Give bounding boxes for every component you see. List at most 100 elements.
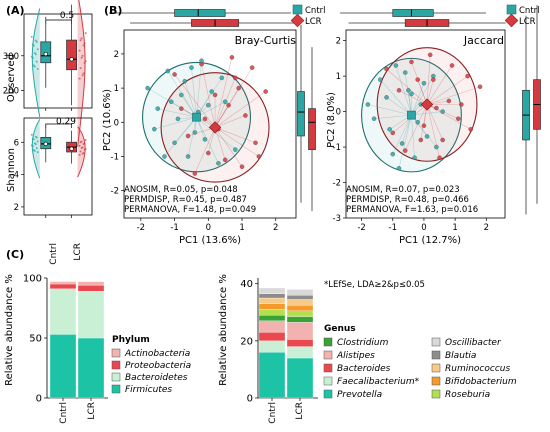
point-cntrl	[202, 137, 208, 142]
spider-line	[194, 127, 216, 174]
x-tick-label: 0	[421, 223, 426, 233]
bray-stat-2: PERMDISP, R=0.45, p=0.487	[124, 195, 247, 205]
point-cntrl	[165, 68, 171, 74]
spider-line	[157, 108, 197, 118]
spider-line	[214, 91, 266, 128]
jitter-point	[79, 150, 82, 153]
jitter-point	[82, 142, 85, 145]
point-lcr	[415, 77, 420, 82]
bar-segment-faecalibacterium	[258, 340, 286, 353]
spider-line	[196, 101, 226, 118]
point-lcr	[233, 75, 238, 81]
point-lcr	[236, 85, 241, 91]
legend-genus-alistipes-swatch	[323, 350, 333, 360]
y-tick-label: 2	[336, 37, 341, 47]
centroid-cntrl	[192, 112, 201, 122]
shannon-pvalue: 0.29	[56, 117, 76, 127]
side-box-cntrl	[297, 91, 305, 137]
bar-segment-oscillibacter	[286, 289, 314, 296]
legend-genus-ruminococcus-label: Ruminococcus	[445, 364, 510, 374]
spider-line	[374, 114, 412, 119]
axes-frame-shannon	[23, 117, 93, 216]
bar-segment-firmicutes	[49, 334, 77, 399]
y-tick-label: 0	[114, 118, 119, 128]
jitter-point	[35, 136, 38, 139]
legend-genus-bifidobacterium-swatch	[431, 376, 441, 386]
bar-segment-ruminococcus	[286, 299, 314, 306]
cat-label-cntrl: Cntrl	[49, 243, 59, 265]
bar-segment-faecalibacterium	[286, 346, 314, 359]
jaccard-stat-1: ANOSIM, R=0.07, p=0.023	[346, 185, 460, 195]
spider-line	[174, 74, 216, 128]
spider-line	[420, 104, 428, 141]
point-lcr	[192, 171, 198, 176]
panel-label-c: (C)	[6, 248, 24, 261]
spider-line	[367, 104, 412, 116]
point-cntrl	[393, 63, 399, 68]
violin-lcr	[77, 0, 86, 147]
jitter-point	[83, 42, 86, 45]
jitter-point	[35, 147, 38, 150]
point-lcr	[212, 92, 218, 98]
box-lcr	[66, 39, 77, 71]
jaccard-stat-2: PERMDISP, R=0.48, p=0.466	[346, 195, 469, 205]
legend-genus-prevotella-swatch	[323, 389, 333, 399]
point-cntrl	[209, 89, 214, 94]
point-lcr	[185, 133, 191, 139]
legend-genus-bacteroides-label: Bacteroides	[337, 364, 391, 374]
y-tick-label: 1	[114, 84, 119, 94]
legend-genus-roseburia-label: Roseburia	[445, 390, 490, 400]
spider-line	[398, 90, 428, 105]
point-cntrl	[412, 155, 417, 160]
legend-genus-faecalibacterium-swatch	[323, 376, 333, 386]
x-tick-label: 0	[206, 223, 211, 233]
point-cntrl	[399, 141, 405, 146]
spider-line	[187, 117, 197, 157]
centroid-lcr	[420, 98, 434, 111]
x-tick-label: 2	[273, 223, 278, 233]
y-tick-label: 300	[3, 52, 19, 62]
jitter-point	[34, 53, 37, 56]
genus-legend-title: Genus	[324, 324, 356, 334]
legend-genus-prevotella-label: Prevotella	[337, 390, 382, 400]
jitter-point	[32, 44, 35, 47]
spider-line	[214, 115, 246, 128]
point-lcr	[459, 102, 464, 107]
y-tick-label: 0	[247, 394, 253, 405]
side-box-lcr	[308, 108, 316, 150]
y-tick-label: -2	[111, 187, 119, 197]
point-lcr	[396, 88, 402, 93]
jitter-point	[78, 144, 81, 147]
jitter-point	[33, 65, 36, 68]
spider-line	[426, 65, 453, 105]
bar-segment-prevotella	[258, 352, 286, 399]
point-cntrl	[387, 127, 392, 132]
point-cntrl	[378, 77, 383, 82]
spider-line	[411, 75, 434, 116]
spider-line	[164, 116, 197, 157]
point-cntrl	[179, 92, 184, 98]
y-tick-label: 40	[240, 279, 253, 290]
y-tick-label: 4	[14, 171, 19, 181]
x-tick-label: -2	[357, 223, 365, 233]
point-cntrl	[415, 119, 420, 125]
phylum-legend-title: Phylum	[112, 335, 150, 345]
spider-line	[214, 127, 260, 157]
point-cntrl	[185, 154, 191, 159]
point-cntrl	[365, 102, 371, 107]
bar-segment-actinobacteria	[77, 281, 105, 286]
point-cntrl	[162, 154, 167, 159]
y-tick-label: 100	[23, 274, 42, 285]
point-lcr	[243, 113, 248, 118]
genus-cat-lcr: LCR	[295, 402, 305, 420]
bray-title: Bray-Curtis	[235, 34, 297, 47]
y-tick-label: -1	[111, 152, 119, 162]
jitter-point	[30, 133, 33, 136]
x-tick-label: -2	[137, 223, 145, 233]
legend-genus-oscillibacter-label: Oscillibacter	[445, 338, 502, 348]
legend-genus-clostridium-swatch	[323, 337, 333, 347]
point-cntrl	[182, 79, 187, 84]
point-lcr	[418, 137, 424, 143]
